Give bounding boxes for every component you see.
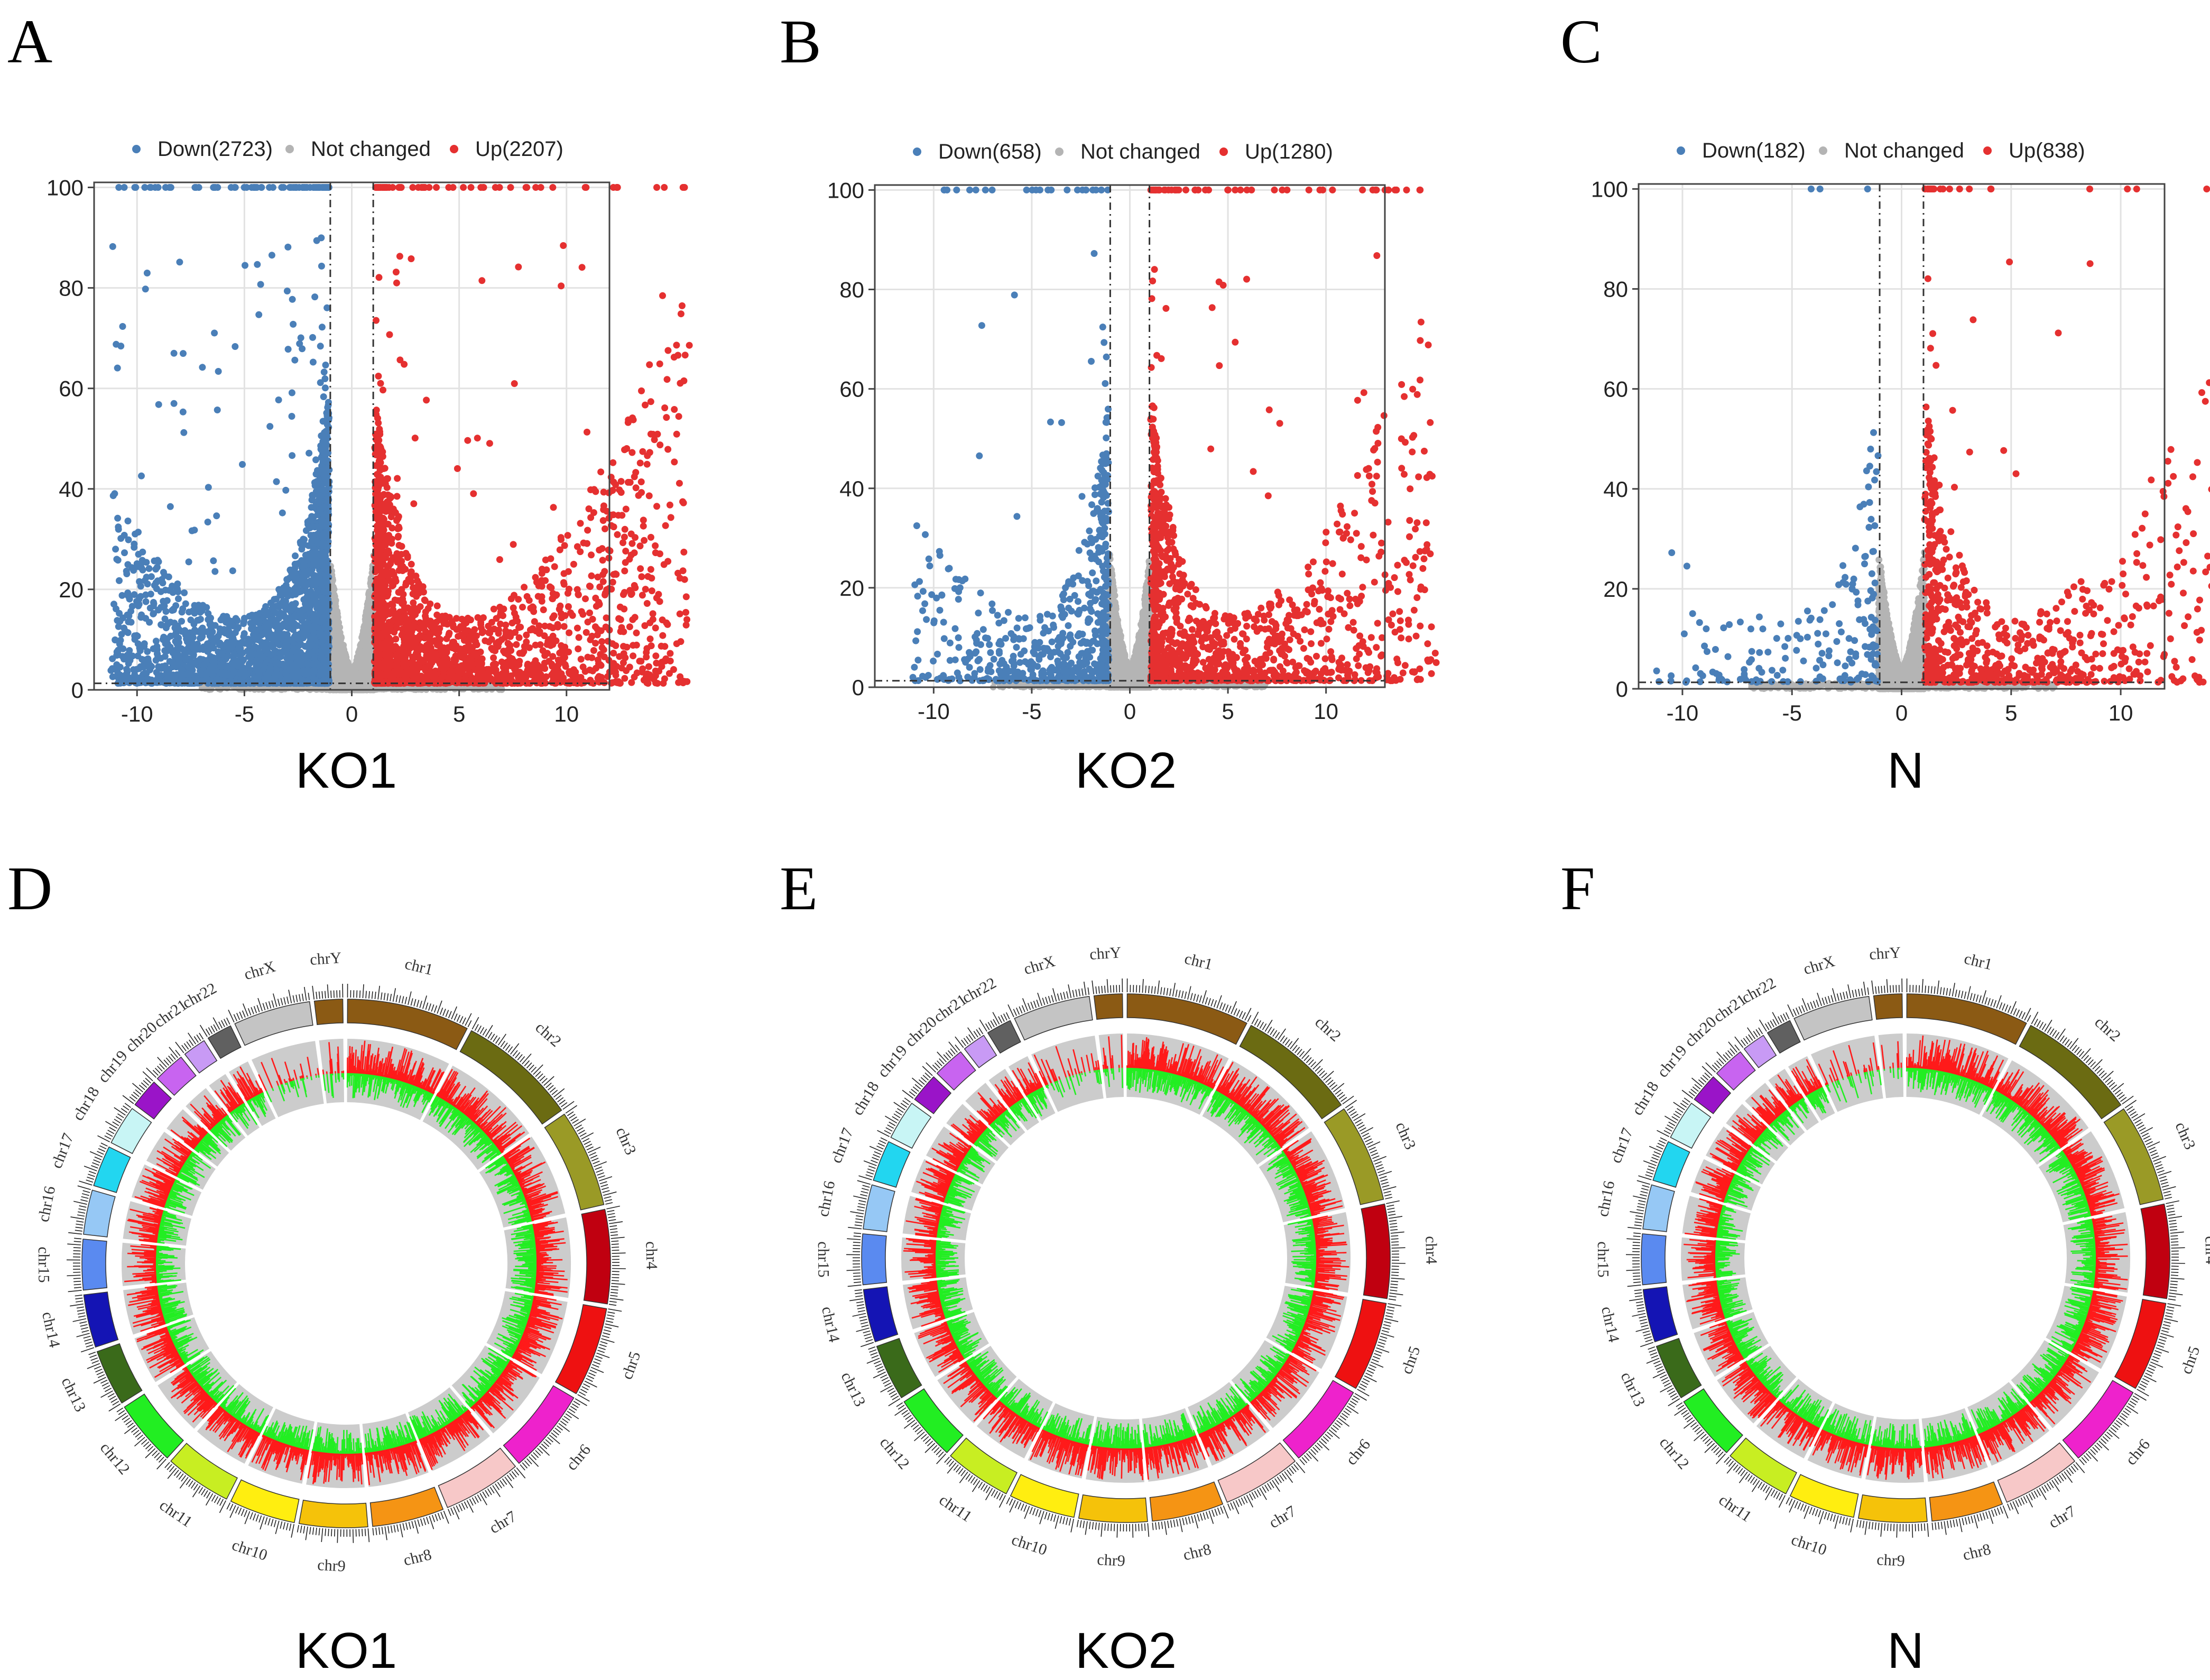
panel-letter-f: F	[1560, 854, 1595, 923]
panel-letter-c: C	[1560, 7, 1602, 76]
panel-letter-b: B	[780, 7, 821, 76]
panel-letter-d: D	[7, 854, 52, 923]
figure: A B C D E F -10 -5 0 5 10020406080100Down(27…	[0, 0, 2210, 1680]
panel-letter-e: E	[780, 854, 818, 923]
panel-letter-a: A	[7, 7, 52, 76]
